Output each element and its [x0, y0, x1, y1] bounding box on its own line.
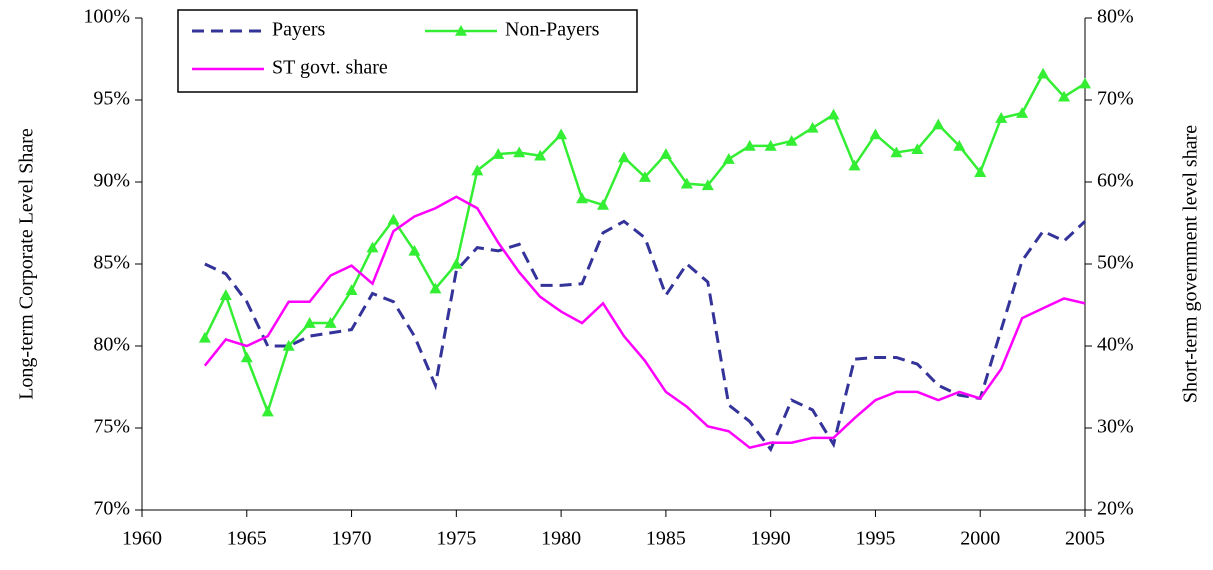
- x-tick-label: 1965: [227, 528, 267, 550]
- x-tick-label: 1990: [751, 528, 791, 550]
- legend-marker: [455, 25, 467, 36]
- marker: [1079, 77, 1091, 89]
- y-tick-label: 90%: [93, 170, 130, 192]
- marker: [450, 258, 463, 269]
- x-tick-label: 1960: [122, 528, 162, 550]
- marker: [198, 331, 211, 343]
- marker: [617, 151, 630, 163]
- marker: [324, 317, 337, 328]
- marker: [722, 153, 735, 164]
- marker: [534, 149, 547, 161]
- legend-label: Non-Payers: [505, 19, 600, 41]
- marker: [555, 128, 568, 140]
- y2-tick-label: 80%: [1097, 6, 1134, 28]
- y2-tick-label: 20%: [1097, 498, 1134, 520]
- marker: [911, 143, 924, 154]
- y-tick-label: 80%: [93, 334, 130, 356]
- marker: [597, 198, 610, 210]
- marker: [261, 405, 274, 417]
- marker: [429, 282, 442, 294]
- marker: [806, 121, 819, 133]
- series-line: [203, 195, 1086, 450]
- marker: [785, 135, 798, 146]
- x-tick-label: 1975: [436, 528, 476, 550]
- x-tick-label: 2000: [960, 528, 1000, 550]
- marker: [387, 213, 400, 225]
- marker: [513, 146, 526, 158]
- x-tick-label: 1995: [855, 528, 895, 550]
- marker: [995, 112, 1008, 123]
- marker: [303, 317, 316, 328]
- legend-box: [177, 9, 638, 93]
- marker: [827, 108, 840, 120]
- marker: [1016, 107, 1029, 118]
- x-tick-label: 1985: [646, 528, 686, 550]
- x-tick-label: 1980: [541, 528, 581, 550]
- y2-tick-label: 60%: [1097, 170, 1134, 192]
- marker: [366, 241, 379, 253]
- y2-tick-label: 40%: [1097, 334, 1134, 356]
- marker: [932, 118, 945, 130]
- marker: [576, 192, 589, 204]
- marker: [848, 159, 861, 171]
- marker: [345, 284, 358, 296]
- y2-tick-label: 50%: [1097, 252, 1134, 274]
- marker: [953, 139, 966, 151]
- marker: [219, 289, 232, 300]
- marker: [1037, 67, 1050, 79]
- marker: [240, 351, 253, 363]
- y-tick-label: 75%: [93, 416, 130, 438]
- y-tick-label: 95%: [93, 88, 130, 110]
- y-tick-label: 70%: [93, 498, 130, 520]
- marker: [701, 179, 714, 191]
- y-tick-label: 100%: [83, 6, 130, 28]
- y2-tick-label: 70%: [1097, 88, 1134, 110]
- marker: [974, 166, 987, 177]
- legend-label: ST govt. share: [272, 57, 388, 79]
- x-tick-label: 2005: [1065, 528, 1105, 550]
- marker: [471, 164, 484, 176]
- marker: [890, 146, 903, 158]
- marker: [680, 177, 693, 189]
- x-tick-label: 1970: [332, 528, 372, 550]
- marker: [764, 139, 777, 151]
- y2-axis-label: Short-term government level share: [1180, 125, 1202, 403]
- marker: [743, 139, 756, 151]
- legend-label: Payers: [272, 19, 326, 41]
- marker: [1058, 90, 1071, 102]
- series-line: [204, 219, 1087, 453]
- y2-tick-label: 30%: [1097, 416, 1134, 438]
- marker: [869, 128, 882, 140]
- marker: [492, 148, 505, 159]
- marker: [282, 340, 295, 351]
- y-tick-label: 85%: [93, 252, 130, 274]
- marker: [408, 244, 421, 256]
- marker: [659, 148, 672, 159]
- y-axis-label: Long-term Corporate Level Share: [16, 128, 38, 400]
- marker: [638, 171, 651, 182]
